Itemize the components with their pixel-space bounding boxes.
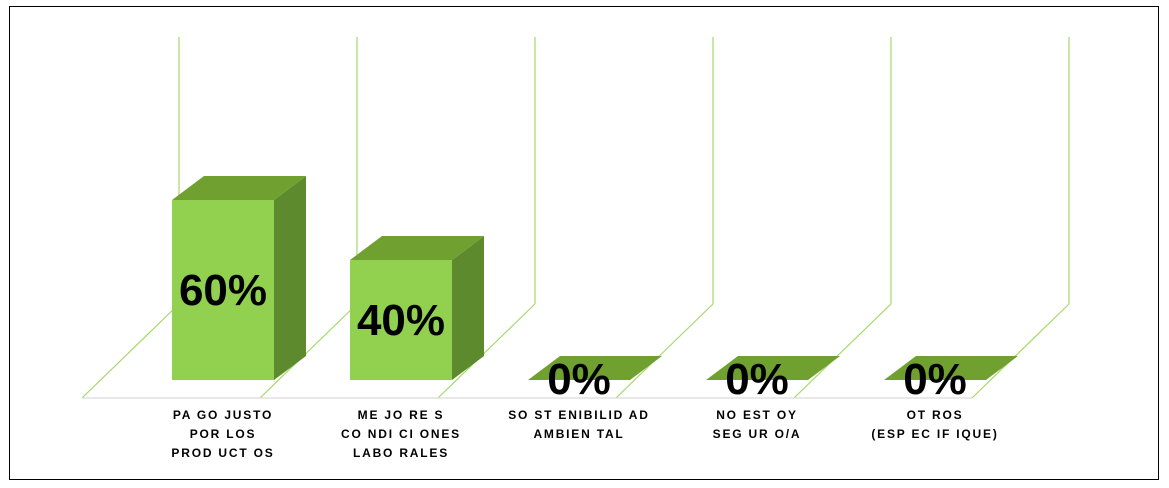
floor-gridline (615, 303, 714, 399)
category-label-line: CO NDI CI ONES (341, 427, 461, 441)
bar-top (172, 176, 306, 200)
category-label: SO ST ENIBILID AD AMBIEN TAL (494, 406, 664, 444)
bar-side (274, 176, 306, 380)
floor-gridline (259, 303, 358, 399)
data-label: 0% (903, 355, 967, 404)
bar-top (528, 356, 662, 380)
category-label: OT ROS (ESP EC IF IQUE) (850, 406, 1020, 444)
category-label-line: LABO RALES (353, 446, 449, 460)
bar-top (350, 236, 484, 260)
category-label-line: PA GO JUSTO (172, 408, 274, 422)
bar-side (452, 236, 484, 380)
data-label: 0% (547, 355, 611, 404)
bar-top (884, 356, 1018, 380)
bar-chart: 60% 40% 0% 0% 0% (81, 37, 1070, 404)
bar (350, 260, 452, 380)
bar-top (706, 356, 840, 380)
category-label: PA GO JUSTO POR LOS PROD UCT OS (138, 406, 308, 463)
floor-gridline (971, 303, 1070, 399)
category-label-line: OT ROS (906, 408, 964, 422)
chart-frame: 60% 40% 0% 0% 0% PA GO JUSTO POR LOS PROD UCT … (9, 6, 1159, 480)
category-label-line: POR LOS (189, 427, 257, 441)
floor-gridline (81, 303, 180, 399)
floor-gridline (437, 303, 536, 399)
category-label-line: (ESP EC IF IQUE) (871, 427, 999, 441)
category-label-line: PROD UCT OS (171, 446, 275, 460)
category-label-line: AMBIEN TAL (533, 427, 625, 441)
data-label: 60% (179, 266, 267, 315)
category-label-line: ME JO RE S (357, 408, 445, 422)
data-label: 0% (725, 355, 789, 404)
category-label-line: SO ST ENIBILID AD (508, 408, 650, 422)
bar (172, 200, 274, 380)
category-label: ME JO RE S CO NDI CI ONES LABO RALES (316, 406, 486, 463)
category-label-line: NO EST OY (716, 408, 798, 422)
category-label: NO EST OY SEG UR O/A (672, 406, 842, 444)
floor-gridline (793, 303, 892, 399)
category-label-line: SEG UR O/A (712, 427, 802, 441)
data-label: 40% (357, 296, 445, 345)
